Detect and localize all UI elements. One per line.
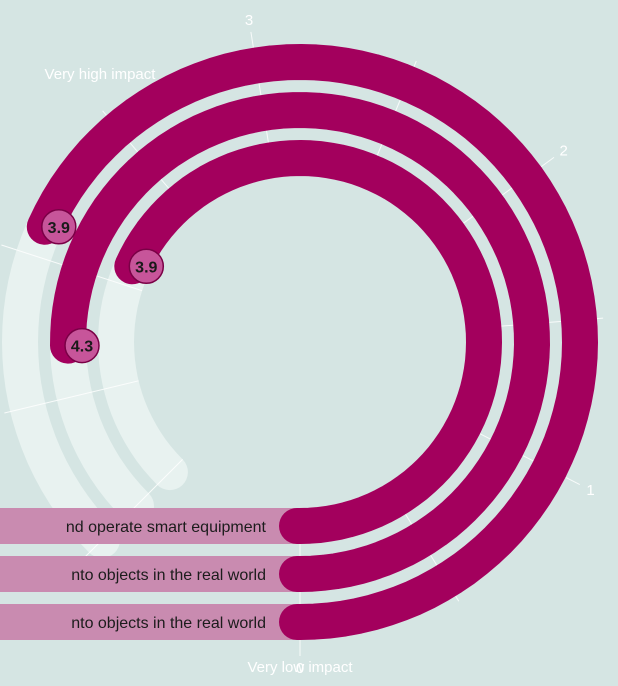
- value-label: 3.9: [135, 259, 157, 276]
- bar-layer: [26, 44, 598, 640]
- value-badge: [128, 248, 165, 285]
- row-label: nto objects in the real world: [71, 567, 266, 584]
- value-bar: [114, 140, 502, 544]
- value-label: 4.3: [71, 339, 93, 356]
- row-label-strip: [0, 556, 300, 592]
- value-bar: [50, 92, 550, 592]
- tick-label: 3: [245, 12, 253, 29]
- value-badge-layer: 3.9 4.3 3.9: [41, 209, 165, 364]
- tick-line: [4, 380, 139, 414]
- row-label: nto objects in the real world: [71, 615, 266, 632]
- very-high-impact-label: Very high impact: [45, 66, 157, 83]
- value-badge: [64, 327, 100, 364]
- row-label-strip: [0, 508, 300, 544]
- value-label: 3.9: [48, 220, 70, 237]
- tick-label: 2: [560, 142, 568, 159]
- row-label-strip: [0, 604, 300, 640]
- tick-label: 1: [586, 482, 594, 499]
- tick-label: 0: [296, 660, 304, 677]
- row-label: nd operate smart equipment: [66, 519, 267, 536]
- value-bar: [26, 44, 598, 640]
- very-low-impact-label: Very low impact: [247, 659, 353, 676]
- row-label-layer: nto objects in the real world nto objects…: [0, 508, 300, 640]
- value-badge: [41, 209, 77, 245]
